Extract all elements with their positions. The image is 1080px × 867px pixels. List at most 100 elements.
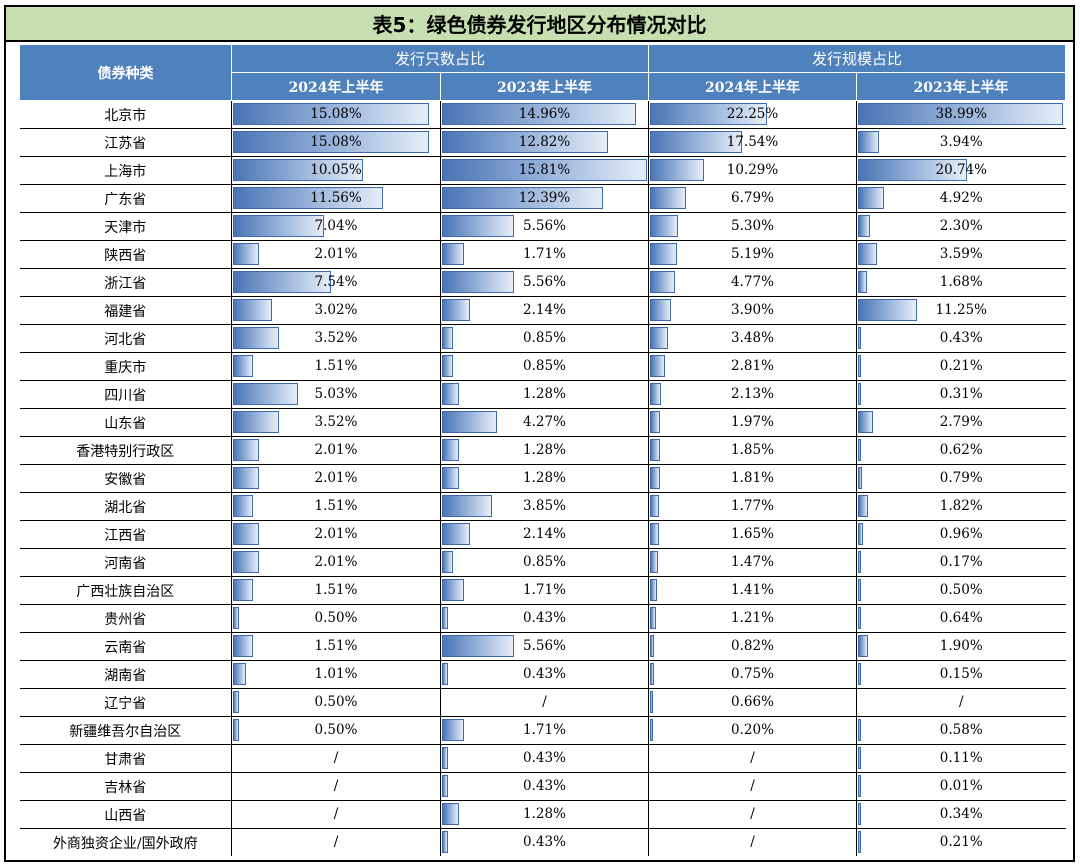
table-frame: 表5：绿色债券发行地区分布情况对比 债券种类 发行只数占比 发行规模占比 202… — [4, 5, 1075, 862]
cell-scale-2023h1: 0.79% — [856, 464, 1066, 493]
cell-count-2023h1: 1.28% — [440, 380, 649, 409]
cell-count-2023h1: 1.71% — [440, 716, 649, 745]
region-label: 上海市 — [19, 156, 232, 185]
data-bar — [858, 411, 873, 433]
data-bar — [442, 663, 448, 685]
cell-scale-2024h1: / — [648, 828, 857, 856]
cell-value: 0.85% — [523, 330, 566, 346]
cell-value: 1.82% — [939, 498, 983, 514]
data-bar — [650, 691, 653, 713]
region-label: 北京市 — [19, 100, 232, 129]
cell-value: 3.90% — [731, 302, 774, 318]
cell-count-2024h1: 1.51% — [231, 492, 441, 521]
region-label: 外商独资企业/国外政府 — [52, 835, 198, 852]
data-bar — [233, 411, 279, 433]
cell-value: 4.92% — [939, 190, 983, 206]
cell-count-2023h1: 2.14% — [440, 520, 649, 549]
cell-scale-2024h1: / — [648, 744, 857, 773]
table-row: 湖北省 1.51% 3.85% 1.77% 1.82% — [19, 492, 1066, 521]
region-label: 重庆市 — [19, 352, 232, 381]
region-label: 湖南省 — [19, 660, 232, 689]
data-bar — [233, 271, 331, 293]
cell-scale-2023h1: / — [856, 688, 1066, 717]
cell-value: 0.50% — [314, 722, 358, 738]
data-bar — [858, 271, 867, 293]
cell-value: 0.15% — [939, 666, 983, 682]
cell-scale-2023h1: 0.21% — [856, 352, 1066, 381]
data-bar — [233, 159, 363, 181]
cell-scale-2024h1: 17.54% — [648, 128, 857, 157]
cell-value: 0.43% — [939, 330, 983, 346]
header-scale-2023h1: 2023年上半年 — [856, 72, 1066, 101]
region-label: 广西壮族自治区 — [19, 576, 232, 605]
cell-count-2024h1: 2.01% — [231, 520, 441, 549]
table-row: 山西省 / 1.28% / 0.34% — [19, 800, 1066, 829]
cell-value: 4.27% — [523, 414, 566, 430]
cell-count-2024h1: 11.56% — [231, 184, 441, 213]
data-bar — [650, 271, 675, 293]
data-bar — [233, 719, 239, 741]
table-row: 云南省 1.51% 5.56% 0.82% 1.90% — [19, 632, 1066, 661]
data-bar — [858, 467, 862, 489]
data-bar — [233, 579, 253, 601]
cell-value: 5.19% — [731, 246, 774, 262]
cell-value: 1.65% — [731, 526, 774, 542]
cell-value: 0.66% — [731, 694, 774, 710]
region-label: 甘肃省 — [19, 744, 232, 773]
region-label: 香港特别行政区 — [19, 436, 232, 465]
table-row: 江西省 2.01% 2.14% 1.65% 0.96% — [19, 520, 1066, 549]
cell-value: 4.77% — [731, 274, 774, 290]
cell-count-2023h1: 12.39% — [440, 184, 649, 213]
cell-scale-2023h1: 0.21% — [856, 828, 1066, 856]
cell-count-2024h1: 5.03% — [231, 380, 441, 409]
data-bar — [233, 439, 259, 461]
cell-value: 2.01% — [314, 554, 358, 570]
cell-scale-2023h1: 0.64% — [856, 604, 1066, 633]
cell-value: 5.03% — [314, 386, 358, 402]
data-bar — [442, 719, 464, 741]
cell-value: 0.82% — [731, 638, 774, 654]
table-row: 江苏省 15.08% 12.82% 17.54% 3.94% — [19, 128, 1066, 157]
cell-value: 0.21% — [939, 834, 983, 850]
cell-scale-2023h1: 0.96% — [856, 520, 1066, 549]
cell-value: 38.99% — [935, 106, 987, 122]
data-bar — [442, 775, 448, 797]
cell-scale-2024h1: 5.30% — [648, 212, 857, 241]
cell-value: 2.14% — [523, 302, 566, 318]
data-bar — [233, 691, 239, 713]
cell-count-2023h1: 5.56% — [440, 212, 649, 241]
cell-scale-2024h1: 2.81% — [648, 352, 857, 381]
cell-value: 1.28% — [523, 442, 566, 458]
data-bar — [233, 635, 253, 657]
cell-scale-2024h1: 2.13% — [648, 380, 857, 409]
table-row: 香港特别行政区 2.01% 1.28% 1.85% 0.62% — [19, 436, 1066, 465]
data-bar — [858, 663, 861, 685]
data-bar — [442, 551, 453, 573]
data-bar — [233, 355, 253, 377]
cell-value: 0.62% — [939, 442, 983, 458]
data-bar — [442, 187, 603, 209]
cell-value: 0.50% — [314, 610, 358, 626]
cell-value: / — [750, 750, 755, 766]
region-label: 广东省 — [19, 184, 232, 213]
region-label: 天津市 — [19, 212, 232, 241]
cell-value: / — [958, 694, 964, 710]
data-bar — [858, 523, 863, 545]
region-label: 山东省 — [19, 408, 232, 437]
cell-count-2024h1: / — [231, 828, 441, 856]
cell-value: 22.25% — [726, 106, 779, 122]
data-bar — [233, 131, 429, 153]
cell-value: 1.71% — [523, 582, 566, 598]
cell-value: 6.79% — [731, 190, 774, 206]
data-bar — [442, 495, 492, 517]
cell-value: 1.71% — [523, 722, 566, 738]
table-row: 北京市 15.08% 14.96% 22.25% 38.99% — [19, 100, 1066, 129]
region-label: 河北省 — [19, 324, 232, 353]
data-bar — [858, 803, 861, 825]
table-row: 外商独资企业/国外政府 / 0.43% / 0.21% — [20, 828, 1066, 856]
table-row: 重庆市 1.51% 0.85% 2.81% 0.21% — [19, 352, 1066, 381]
region-label: 新疆维吾尔自治区 — [19, 716, 232, 745]
table-row: 贵州省 0.50% 0.43% 1.21% 0.64% — [19, 604, 1066, 633]
data-bar — [442, 327, 453, 349]
data-bar — [233, 607, 239, 629]
